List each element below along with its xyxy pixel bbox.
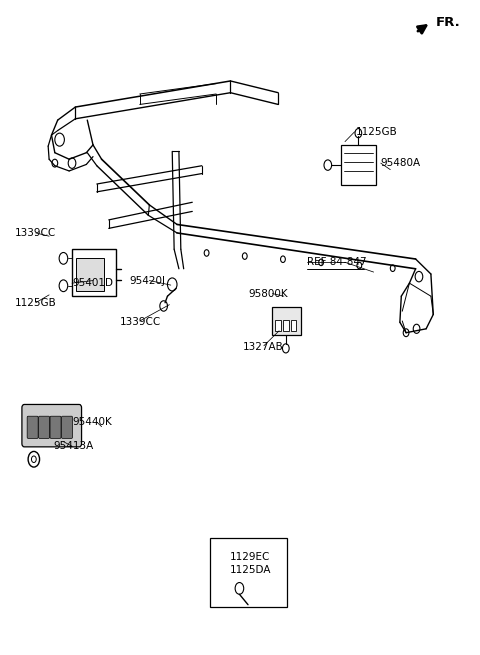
Text: 95800K: 95800K [249, 289, 288, 299]
Text: REF 84-847: REF 84-847 [307, 257, 366, 267]
Bar [276, 320, 281, 331]
FancyBboxPatch shape [27, 416, 38, 438]
Text: 95401D: 95401D [72, 278, 113, 288]
FancyBboxPatch shape [61, 416, 72, 438]
Bar [290, 320, 296, 331]
Text: 95480A: 95480A [381, 158, 421, 168]
Bar [273, 307, 301, 335]
FancyBboxPatch shape [50, 416, 61, 438]
Text: 1125GB: 1125GB [356, 127, 398, 137]
Text: 95420J: 95420J [129, 276, 165, 286]
Text: 1125DA: 1125DA [229, 565, 271, 575]
Text: 95440K: 95440K [72, 417, 112, 427]
Text: 1327AB: 1327AB [242, 342, 283, 352]
Text: 1339CC: 1339CC [15, 228, 56, 238]
FancyBboxPatch shape [38, 416, 49, 438]
Text: 1129EC: 1129EC [229, 552, 270, 562]
Bar [76, 258, 105, 291]
Bar [72, 250, 116, 296]
Text: 95413A: 95413A [53, 441, 93, 451]
Bar [210, 538, 287, 607]
FancyBboxPatch shape [22, 404, 82, 447]
Text: 1339CC: 1339CC [120, 317, 161, 328]
Bar [283, 320, 288, 331]
Text: FR.: FR. [436, 16, 460, 29]
Text: 1125GB: 1125GB [15, 298, 57, 308]
Bar [341, 145, 375, 185]
